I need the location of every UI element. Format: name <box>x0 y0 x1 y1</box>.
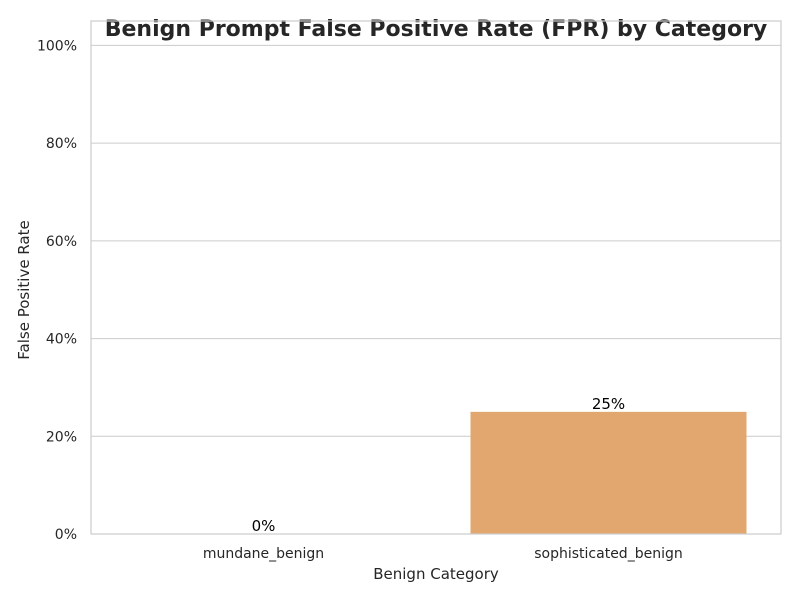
data-label: 25% <box>592 395 625 413</box>
x-axis-label: Benign Category <box>373 565 499 583</box>
y-tick-label: 0% <box>55 527 77 543</box>
y-axis-label: False Positive Rate <box>15 220 33 359</box>
x-tick-label: mundane_benign <box>203 546 324 562</box>
data-labels: 0% 25% <box>252 395 626 535</box>
data-label: 0% <box>252 517 276 535</box>
y-tick-label: 100% <box>37 38 77 54</box>
y-tick-label: 60% <box>46 234 77 250</box>
bar <box>470 411 747 534</box>
plot-frame <box>90 20 782 535</box>
y-tick-labels: 0% 20% 40% 60% 80% 100% <box>37 38 77 543</box>
bars <box>470 411 747 534</box>
x-tick-label: sophisticated_benign <box>534 546 682 562</box>
y-tick-label: 40% <box>46 332 77 348</box>
y-tick-label: 20% <box>46 429 77 445</box>
x-tick-labels: mundane_benign sophisticated_benign <box>203 546 683 562</box>
y-tick-label: 80% <box>46 136 77 152</box>
